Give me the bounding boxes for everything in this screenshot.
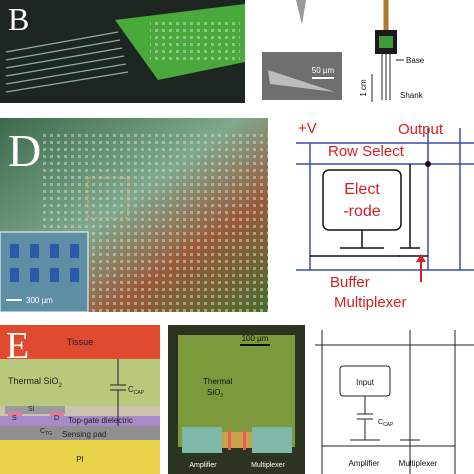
label: Multiplexer bbox=[251, 462, 286, 469]
micrograph: 100 µm Thermal SiO2 Amplifier Multiplexe… bbox=[168, 325, 305, 474]
label: +V bbox=[298, 120, 317, 137]
label: Amplifier bbox=[348, 459, 379, 468]
text-part: 2 bbox=[59, 383, 63, 389]
scale-bar: 100 µm bbox=[242, 334, 269, 343]
layer-label: Top-gate dielectric bbox=[68, 416, 133, 425]
circuit-d: +V Output Row Select Elect -rode Buffer … bbox=[296, 120, 474, 311]
label: 1 cm bbox=[359, 79, 368, 97]
layer-label: Sensing pad bbox=[62, 430, 106, 439]
text-part: SiO bbox=[207, 388, 220, 397]
label: Buffer bbox=[330, 274, 370, 291]
text-part: C bbox=[40, 428, 45, 435]
label: Input bbox=[356, 378, 375, 387]
layer-label: CCAP bbox=[128, 385, 145, 396]
label: CCAP bbox=[378, 419, 394, 428]
circuit-e: Input CCAP Amplifier Multiplexer bbox=[315, 330, 474, 474]
text-part: C bbox=[128, 385, 134, 394]
panel-label: E bbox=[6, 325, 29, 367]
panel-c: 50 µm Base 1 cm Shank bbox=[262, 0, 425, 102]
label: Output bbox=[398, 121, 444, 138]
label: Base bbox=[406, 56, 425, 65]
layer-label: Si bbox=[28, 406, 35, 413]
layer-label: S bbox=[12, 415, 17, 422]
panel-b: B bbox=[0, 0, 245, 103]
label: Thermal bbox=[203, 377, 233, 386]
scale-bar: 50 µm bbox=[312, 66, 335, 75]
label: Amplifier bbox=[189, 462, 217, 469]
text-part: 2 bbox=[220, 393, 223, 399]
text-part: C bbox=[378, 419, 383, 426]
label: Shank bbox=[400, 91, 424, 100]
panel-label: D bbox=[8, 125, 41, 176]
layer-label: Thermal SiO2 bbox=[8, 376, 63, 389]
label: Multiplexer bbox=[399, 459, 438, 468]
scale-bar: 300 µm bbox=[26, 296, 53, 305]
label: Elect bbox=[344, 181, 380, 198]
text-part: Thermal SiO bbox=[8, 376, 59, 386]
layer-label: Tissue bbox=[67, 337, 93, 347]
text-part: TG bbox=[45, 431, 52, 437]
layer-label: CTG bbox=[40, 428, 52, 437]
label: Row Select bbox=[328, 143, 405, 160]
label: Multiplexer bbox=[334, 294, 407, 311]
panel-d: D 300 µm bbox=[0, 118, 268, 313]
label: -rode bbox=[343, 203, 380, 220]
label: SiO2 bbox=[207, 388, 223, 399]
layer-label: D bbox=[54, 415, 59, 422]
layer-label: PI bbox=[76, 455, 84, 464]
panel-e: E Tissue Thermal SiO2 CCAP Si S D Top-ga… bbox=[0, 325, 160, 474]
panel-label: B bbox=[8, 1, 29, 37]
text-part: CAP bbox=[383, 422, 394, 428]
text-part: CAP bbox=[134, 390, 145, 396]
